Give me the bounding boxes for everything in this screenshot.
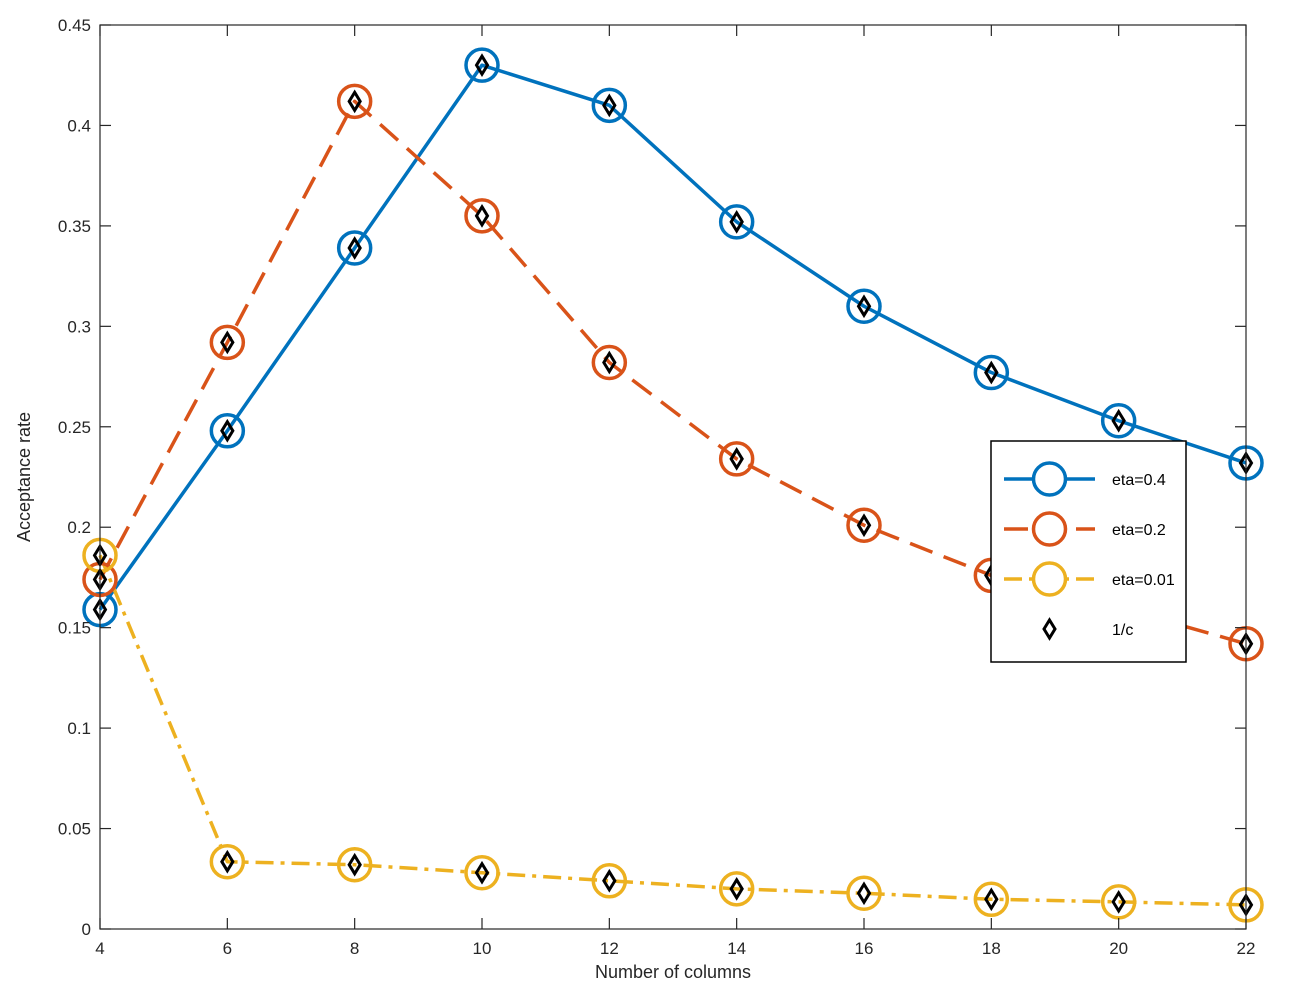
series-point-2	[718, 871, 755, 907]
x-tick-label: 6	[223, 939, 232, 958]
legend-marker-0	[1031, 461, 1068, 497]
series-point-0	[846, 288, 882, 324]
diamond-point	[220, 849, 235, 874]
diamond-point	[856, 294, 872, 319]
series-point-0	[591, 87, 628, 124]
legend-marker-3	[1042, 617, 1057, 641]
series-point-1	[464, 198, 500, 234]
x-tick-label: 20	[1109, 939, 1128, 958]
x-tick-label: 10	[473, 939, 492, 958]
y-tick-label: 0.05	[58, 820, 91, 839]
legend-label-3: 1/c	[1112, 622, 1133, 639]
series-point-0	[336, 230, 373, 266]
x-tick-label: 4	[95, 939, 104, 958]
diamond-point	[729, 876, 744, 901]
legend-marker-2	[1031, 561, 1068, 597]
series-point-1	[209, 324, 246, 361]
y-tick-label: 0.25	[58, 418, 91, 437]
legend-label-1: eta=0.2	[1112, 522, 1166, 539]
diamond-point	[474, 203, 490, 228]
series-point-2	[209, 843, 246, 880]
series-point-0	[1100, 403, 1137, 439]
y-tick-label: 0	[82, 920, 91, 939]
series-point-0	[973, 354, 1010, 391]
diamond-point	[347, 852, 362, 877]
y-tick-label: 0.3	[67, 317, 91, 336]
y-tick-label: 0.35	[58, 217, 91, 236]
diamond-point	[602, 93, 617, 118]
y-tick-label: 0.2	[67, 518, 91, 537]
diamond-point	[602, 868, 617, 893]
diamond-point	[984, 887, 999, 912]
series-point-2	[973, 881, 1010, 918]
y-tick-label: 0.45	[58, 16, 91, 35]
legend: eta=0.4 eta=0.2 eta=0.01 1/c	[990, 440, 1187, 663]
diamond-point	[474, 53, 490, 78]
diamond-point	[729, 209, 744, 234]
y-tick-label: 0.1	[67, 719, 91, 738]
diamond-point	[347, 236, 362, 260]
series-point-1	[846, 507, 882, 543]
series-point-2	[464, 855, 500, 891]
series-line-2	[98, 554, 1247, 907]
diamond-point	[729, 447, 744, 471]
x-tick-label: 8	[350, 939, 359, 958]
series-point-0	[209, 413, 246, 449]
legend-label-0: eta=0.4	[1112, 472, 1166, 489]
legend-marker-1	[1031, 511, 1068, 547]
diamond-point	[220, 418, 235, 443]
series-point-2	[846, 875, 882, 911]
diamond-point	[1111, 890, 1126, 914]
legend-label-2: eta=0.01	[1112, 572, 1175, 589]
series-point-1	[718, 441, 755, 477]
series-point-2	[1100, 884, 1137, 920]
diamond-point	[474, 860, 490, 885]
diamond-point	[856, 881, 872, 906]
series-point-2	[336, 846, 373, 883]
x-axis-label: Number of columns	[595, 962, 751, 982]
y-axis-label: Acceptance rate	[14, 412, 34, 542]
x-tick-label: 16	[855, 939, 874, 958]
series-point-1	[591, 344, 628, 381]
x-tick-label: 22	[1237, 939, 1256, 958]
series-line-0	[98, 63, 1247, 611]
diamond-point	[1111, 408, 1126, 433]
x-tick-label: 14	[727, 939, 746, 958]
diamond-point	[856, 513, 872, 538]
diamond-point	[347, 89, 362, 114]
diamond-point	[602, 350, 617, 375]
y-tick-label: 0.15	[58, 619, 91, 638]
plot-frame	[99, 24, 1247, 930]
series-point-0	[718, 204, 755, 240]
x-tick-label: 12	[600, 939, 619, 958]
diamond-point	[220, 330, 235, 355]
y-tick-label: 0.4	[67, 116, 91, 135]
series-point-1	[336, 83, 373, 120]
series-point-2	[591, 863, 628, 899]
series-point-0	[464, 47, 500, 83]
diamond-point	[984, 360, 999, 385]
x-tick-label: 18	[982, 939, 1001, 958]
